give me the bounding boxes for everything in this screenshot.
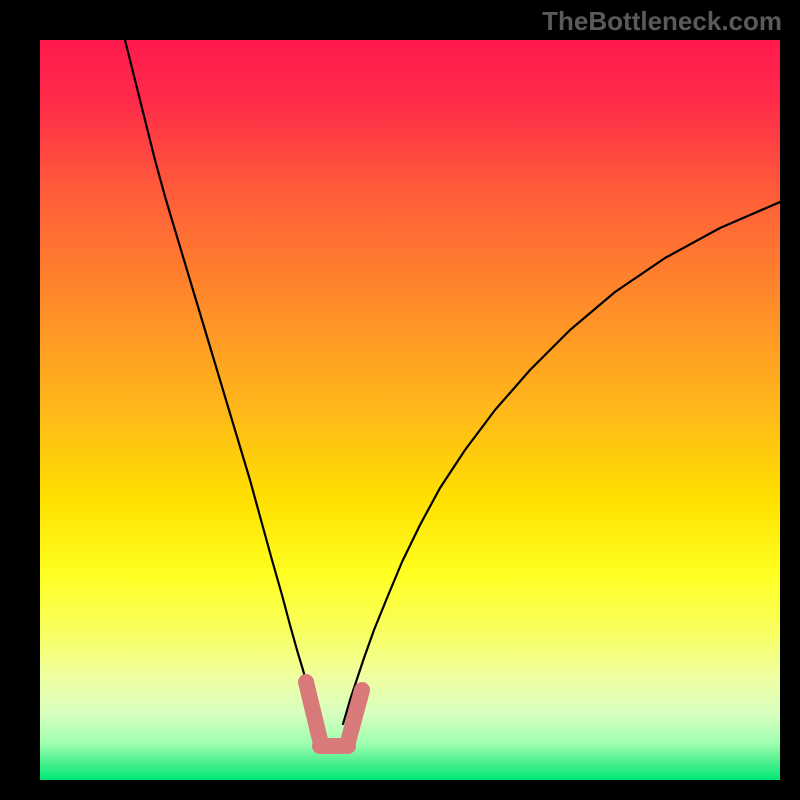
- watermark-text: TheBottleneck.com: [542, 6, 782, 37]
- plot-area: [40, 40, 780, 780]
- curve-left-branch: [125, 40, 317, 724]
- curve-right-branch: [343, 202, 780, 724]
- chart-container: TheBottleneck.com: [0, 0, 800, 800]
- bottom-marker-left: [306, 682, 320, 740]
- curve-layer: [40, 40, 780, 780]
